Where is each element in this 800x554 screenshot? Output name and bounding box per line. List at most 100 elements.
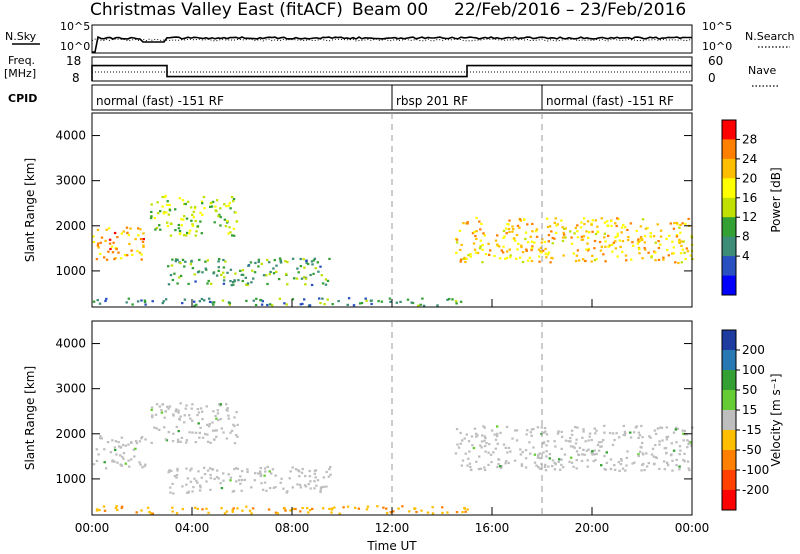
echo-cell	[246, 470, 249, 473]
echo-cell	[370, 299, 373, 302]
echo-cell	[117, 441, 120, 444]
echo-cell	[235, 411, 238, 414]
echo-cell	[587, 448, 590, 451]
echo-cell	[539, 251, 543, 254]
echo-cell	[687, 443, 690, 446]
echo-cell	[327, 475, 331, 478]
echo-cell	[686, 250, 690, 253]
echo-cell	[590, 438, 593, 442]
echo-cell	[577, 453, 580, 456]
echo-cell	[637, 431, 641, 434]
echo-cell	[576, 236, 580, 239]
echo-cell	[603, 424, 606, 427]
echo-cell	[610, 224, 613, 228]
echo-cell	[176, 282, 179, 285]
echo-cell	[98, 509, 101, 512]
echo-cell	[259, 466, 262, 470]
echo-cell	[615, 224, 618, 228]
echo-cell	[507, 461, 510, 464]
echo-cell	[479, 239, 483, 242]
echo-cell	[666, 248, 669, 252]
freq-unit-label: [MHz]	[4, 67, 36, 80]
echo-cell	[188, 414, 191, 417]
echo-cell	[95, 448, 98, 451]
echo-cell	[683, 429, 687, 433]
echo-cell	[303, 298, 306, 301]
echo-cell	[179, 232, 182, 235]
velocity-yaxis: 1000 2000 3000 4000	[55, 337, 692, 486]
echo-cell	[301, 467, 304, 471]
echo-cell	[123, 254, 127, 257]
echo-cell	[198, 258, 201, 261]
echo-cell	[120, 505, 124, 508]
echo-cell	[179, 402, 182, 405]
echo-cell	[519, 448, 522, 451]
echo-cell	[613, 464, 616, 467]
echo-cell	[142, 245, 145, 248]
echo-cell	[678, 226, 681, 229]
echo-cell	[176, 469, 179, 472]
echo-cell	[177, 411, 180, 414]
echo-cell	[200, 232, 203, 235]
echo-cell	[496, 432, 499, 435]
echo-cell	[119, 446, 123, 449]
echo-cell	[598, 240, 602, 244]
echo-cell	[441, 511, 444, 514]
echo-cell	[169, 486, 172, 489]
echo-cell	[187, 282, 190, 285]
echo-cell	[620, 459, 623, 462]
echo-cell	[469, 468, 473, 472]
echo-cell	[474, 251, 478, 254]
echo-cell	[620, 231, 623, 234]
echo-cell	[210, 201, 213, 204]
echo-cell	[308, 509, 312, 512]
echo-cell	[515, 429, 519, 432]
power-ylabel: Slant Range [km]	[23, 158, 37, 262]
echo-cell	[587, 247, 590, 251]
echo-cell	[666, 435, 670, 438]
echo-cell	[253, 479, 256, 482]
echo-cell	[236, 507, 239, 510]
echo-cell	[410, 301, 413, 304]
echo-cell	[176, 440, 180, 443]
echo-cell	[545, 450, 548, 453]
echo-cell	[199, 211, 202, 214]
echo-cell	[540, 462, 543, 465]
echo-cell	[173, 475, 177, 478]
echo-cell	[291, 466, 294, 469]
echo-cell	[164, 410, 167, 413]
echo-cell	[577, 259, 581, 262]
echo-cell	[455, 428, 459, 431]
echo-cell	[165, 211, 168, 214]
echo-cell	[235, 480, 238, 483]
ytick-label: 4000	[55, 337, 86, 351]
echo-cell	[223, 203, 226, 206]
echo-cell	[104, 467, 108, 470]
echo-cell	[113, 257, 116, 261]
echo-cell	[139, 228, 142, 231]
echo-cell	[441, 506, 444, 509]
echo-cell	[544, 252, 547, 255]
echo-cell	[299, 486, 303, 489]
echo-cell	[134, 238, 137, 241]
echo-cell	[246, 282, 250, 285]
echo-cell	[319, 489, 322, 492]
echo-cell	[574, 442, 578, 445]
echo-cell	[553, 440, 556, 443]
echo-cell	[679, 231, 682, 234]
colorbar-tick-label: 50	[742, 383, 757, 397]
echo-cell	[187, 491, 190, 494]
echo-cell	[216, 412, 220, 415]
echo-cell	[268, 487, 272, 490]
echo-cell	[613, 468, 617, 471]
echo-cell	[196, 408, 199, 411]
echo-cell	[232, 227, 236, 230]
echo-cell	[612, 241, 615, 244]
echo-cell	[220, 273, 223, 276]
echo-cell	[194, 234, 197, 237]
echo-cell	[572, 445, 575, 448]
echo-cell	[194, 280, 197, 283]
echo-cell	[496, 425, 499, 428]
xtick-label: 04:00	[175, 521, 210, 535]
echo-cell	[99, 241, 102, 244]
